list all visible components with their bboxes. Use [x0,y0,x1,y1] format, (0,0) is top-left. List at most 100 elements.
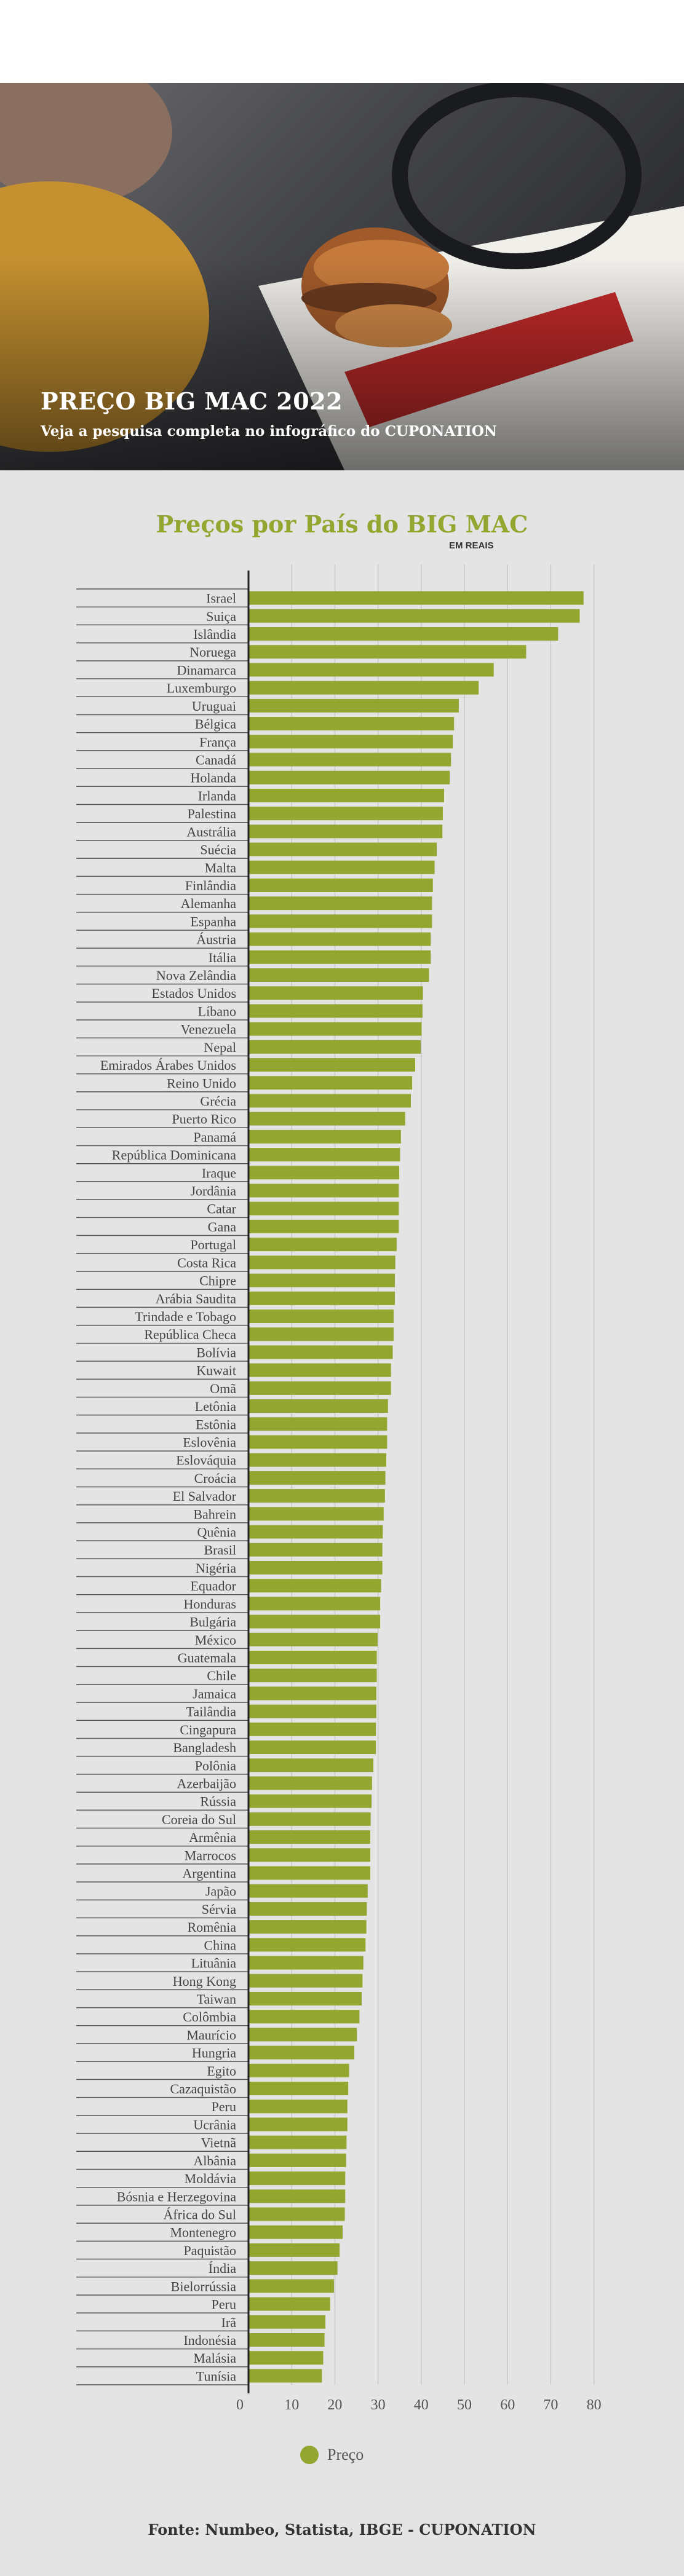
category-label: Rússia [200,1794,236,1809]
category-label: Bangladesh [173,1740,236,1755]
bar [249,1219,399,1233]
hero-title: PREÇO BIG MAC 2022 [41,387,343,415]
bar [249,770,450,784]
category-label: Islândia [193,626,236,642]
category-label: Polônia [195,1758,236,1773]
x-tick-label: 40 [414,2397,429,2413]
bar [249,1112,405,1126]
category-label: Itália [209,950,236,965]
bar [249,663,494,677]
category-label: Nepal [204,1040,236,1055]
bar [249,1920,367,1934]
bar [249,1686,376,1701]
category-label: França [199,734,236,749]
bar [249,2369,322,2383]
bar [249,2261,338,2275]
bar [249,2189,346,2203]
category-label: Luxemburgo [167,681,236,696]
category-label: Dinamarca [177,662,237,678]
category-label: Bolívia [196,1345,236,1360]
category-label: Hungria [192,2045,236,2061]
bar [249,627,559,641]
bar [249,860,435,874]
x-tick-label: 80 [587,2397,602,2413]
bar [249,1399,388,1413]
bar [249,1794,372,1808]
bar [249,1489,385,1503]
category-label: Malásia [193,2350,236,2366]
bar [249,1704,376,1718]
bar [249,2100,348,2114]
chart-title: Preços por País do BIG MAC [156,510,528,538]
bar [249,1543,383,1557]
category-label: Eslováquia [176,1453,236,1468]
category-label: China [204,1937,236,1953]
category-label: Bélgica [195,716,236,732]
category-label: Venezuela [181,1022,237,1037]
category-label: Irã [221,2315,237,2330]
bar [249,645,527,659]
bar [249,896,432,911]
bar [249,788,445,802]
category-label: Eslovênia [183,1434,236,1450]
category-label: Suécia [200,842,236,858]
category-label: Irlanda [198,788,237,804]
category-label: República Dominicana [112,1147,236,1163]
bar [249,1830,370,1844]
bar [249,1076,413,1090]
bar [249,807,443,821]
bar [249,1560,383,1574]
bar [249,1597,381,1611]
bar [249,2135,347,2149]
category-label: Moldávia [185,2171,237,2186]
category-label: Trindade e Tobago [135,1309,236,1324]
bar [249,2171,346,2186]
bar [249,986,423,1000]
category-label: Estônia [196,1416,236,1432]
bar [249,1650,377,1664]
category-label: Ucrânia [193,2117,236,2132]
category-label: Marrocos [185,1847,236,1863]
bar [249,1310,394,1324]
chart-legend: Preço [300,2446,364,2464]
bar [249,1094,411,1108]
category-label: Letônia [195,1399,236,1414]
category-label: Lituânia [191,1956,237,1971]
category-label: Japão [205,1884,236,1899]
bar [249,1991,362,2005]
bar [249,1471,386,1485]
bar [249,717,455,731]
x-tick-label: 60 [500,2397,515,2413]
bar [249,1129,401,1144]
bar [249,1884,368,1898]
bar [249,1004,423,1018]
bar [249,2351,324,2365]
category-label: Palestina [188,806,237,821]
bar [249,2315,325,2329]
category-label: Cingapura [180,1722,236,1737]
category-label: Nova Zelândia [156,968,236,983]
category-label: Puerto Rico [172,1112,237,1127]
chart-unit-label: EM REAIS [449,540,494,551]
bar [249,824,443,839]
bar [249,1776,372,1790]
category-label: Panamá [193,1129,236,1145]
category-label: Jamaica [193,1686,236,1701]
category-label: Emirados Árabes Unidos [100,1057,236,1073]
category-label: Alemanha [181,896,237,911]
bar [249,2279,334,2293]
category-label: Áustria [196,932,236,947]
category-label: Croácia [194,1471,237,1486]
category-label: México [195,1632,236,1648]
category-label: Espanha [190,914,236,929]
category-label: Albânia [193,2153,236,2168]
bar [249,1327,394,1341]
category-label: Taiwan [197,1991,236,2007]
bar [249,1345,393,1359]
category-label: Israel [206,591,236,606]
bar [249,2063,349,2077]
category-label: Finlândia [185,878,236,893]
category-label: Peru [212,2099,236,2114]
category-label: Costa Rica [177,1255,236,1270]
bar [249,753,451,767]
